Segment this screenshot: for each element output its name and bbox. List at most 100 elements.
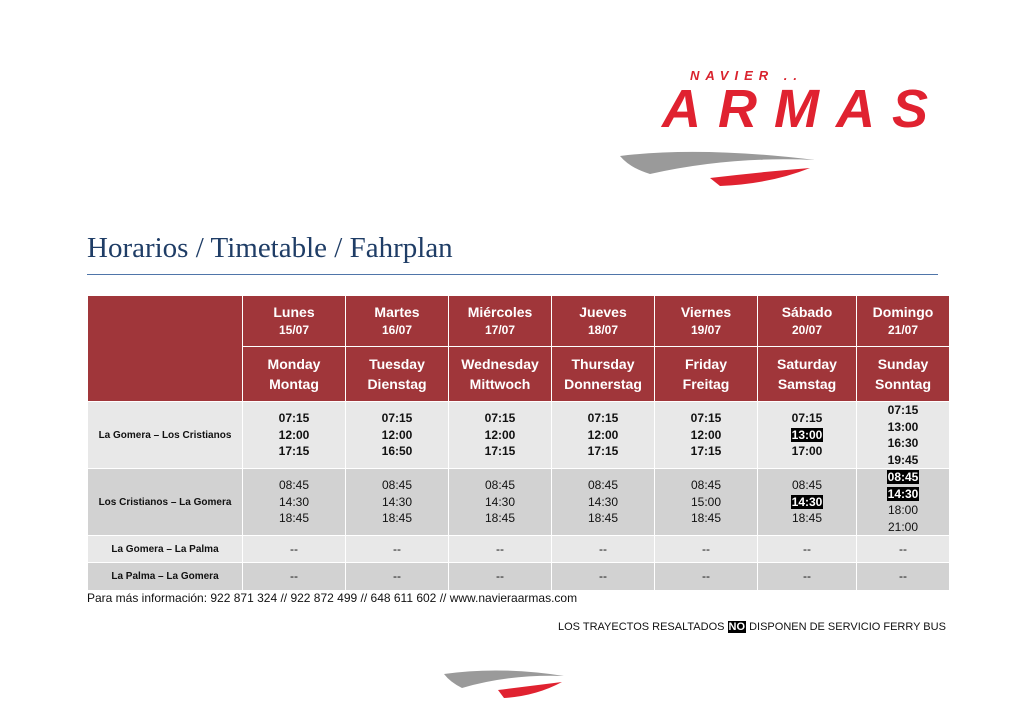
time-value: 08:45	[381, 478, 413, 493]
departure-time: 14:30	[346, 494, 448, 511]
day-header-en-de: Wednesday Mittwoch	[448, 346, 552, 402]
departure-time: 17:00	[758, 443, 856, 460]
time-value: 17:15	[484, 444, 516, 459]
departure-time: 13:00	[857, 419, 949, 436]
departure-time: 07:15	[449, 410, 551, 427]
departure-times-cell: --	[757, 535, 857, 563]
departure-time: --	[758, 541, 856, 558]
day-header-en-de: Tuesday Dienstag	[345, 346, 449, 402]
departure-time: 14:30	[552, 494, 654, 511]
time-value: 08:45	[587, 478, 619, 493]
day-name-de: Dienstag	[367, 376, 427, 392]
departure-time: 19:45	[857, 452, 949, 469]
time-value: 12:00	[484, 427, 516, 442]
departure-times-cell: 07:15 12:00 16:50	[345, 401, 449, 469]
contact-info: Para más información: 922 871 324 // 922…	[87, 591, 578, 605]
day-name-de: Sonntag	[875, 376, 931, 392]
departure-times-cell: --	[345, 562, 449, 591]
departure-times-cell: --	[448, 535, 552, 563]
departure-times-cell: --	[242, 562, 346, 591]
time-value: --	[393, 569, 401, 584]
day-name-de: Freitag	[682, 376, 730, 392]
departure-times-cell: 08:45 14:30 18:45	[551, 468, 655, 536]
highlighted-time: 14:30	[886, 486, 920, 501]
time-value: 16:30	[887, 436, 919, 450]
day-name-de: Donnerstag	[564, 376, 642, 392]
time-value: 07:15	[381, 411, 413, 426]
departure-time: 08:45	[655, 477, 757, 494]
departure-time: 18:45	[655, 510, 757, 527]
logo-swoosh-icon	[620, 151, 815, 186]
departure-time: 14:30	[857, 486, 949, 503]
departure-time: 07:15	[857, 402, 949, 419]
departure-times-cell: 08:45 14:30 18:45	[448, 468, 552, 536]
logo-navier-text: NAVIER ..	[690, 68, 803, 83]
departure-times-cell: 07:15 13:00 16:30 19:45	[856, 401, 950, 469]
departure-times-cell: --	[757, 562, 857, 591]
time-value: 12:00	[381, 427, 413, 442]
time-value: 19:45	[887, 452, 919, 467]
departure-time: 08:45	[346, 477, 448, 494]
day-name-es: Viernes	[680, 304, 732, 320]
time-value: 17:15	[690, 444, 722, 459]
time-value: 07:15	[587, 411, 619, 426]
departure-time: 17:15	[449, 443, 551, 460]
departure-time: --	[552, 568, 654, 585]
logo-armas-text: ARMAS	[662, 79, 945, 139]
departure-time: --	[243, 541, 345, 558]
departure-times-cell: --	[551, 562, 655, 591]
timetable: Lunes 15/07 Martes 16/07 Miércoles 17/07 Jueve…	[87, 295, 950, 591]
departure-time: --	[243, 568, 345, 585]
time-value: --	[496, 541, 504, 556]
day-name-es: Lunes	[273, 304, 315, 320]
day-header-en-de: Friday Freitag	[654, 346, 758, 402]
time-value: 13:00	[887, 419, 919, 434]
departure-times-cell: --	[856, 535, 950, 563]
day-date: 19/07	[690, 323, 722, 337]
departure-time: --	[552, 541, 654, 558]
departure-times-cell: --	[654, 535, 758, 563]
day-name-de: Mittwoch	[469, 376, 531, 392]
day-name-es: Jueves	[579, 304, 627, 320]
departure-time: 07:15	[552, 410, 654, 427]
time-value: 07:15	[791, 411, 823, 426]
departure-time: 15:00	[655, 494, 757, 511]
departure-time: 08:45	[552, 477, 654, 494]
day-date: 21/07	[887, 323, 919, 337]
time-value: 14:30	[278, 494, 310, 509]
time-value: --	[803, 569, 811, 584]
time-value: 07:15	[887, 403, 919, 417]
day-header-es: Sábado 20/07	[757, 295, 857, 347]
day-name-en: Thursday	[571, 356, 635, 372]
time-value: 12:00	[690, 427, 722, 442]
day-name-en: Sunday	[877, 356, 929, 372]
time-value: 18:45	[791, 511, 823, 526]
departure-time: 16:50	[346, 443, 448, 460]
departure-time: 12:00	[449, 427, 551, 444]
day-date: 15/07	[278, 323, 310, 337]
departure-times-cell: --	[654, 562, 758, 591]
route-row: La Gomera – Los Cristianos 07:15 12:00 17:1…	[87, 401, 950, 469]
title-divider	[87, 274, 938, 275]
highlighted-time: 14:30	[790, 494, 824, 509]
header-row-spanish: Lunes 15/07 Martes 16/07 Miércoles 17/07 Jueve…	[87, 295, 950, 402]
route-row: Los Cristianos – La Gomera 08:45 14:30 18:4…	[87, 468, 950, 536]
time-value: --	[290, 569, 298, 584]
day-name-es: Domingo	[872, 304, 934, 320]
departure-time: 08:45	[449, 477, 551, 494]
note-before: LOS TRAYECTOS RESALTADOS	[558, 621, 728, 633]
departure-time: --	[655, 541, 757, 558]
time-value: 08:45	[278, 478, 310, 493]
header-corner	[87, 295, 243, 402]
departure-time: 12:00	[243, 427, 345, 444]
departure-time: 21:00	[857, 519, 949, 536]
day-name-de: Montag	[269, 376, 319, 392]
departure-times-cell: --	[242, 535, 346, 563]
time-value: 16:50	[381, 444, 413, 459]
route-row: La Gomera – La Palma -- -- -- -- -- -- --	[87, 535, 950, 563]
departure-time: --	[449, 541, 551, 558]
departure-time: --	[655, 568, 757, 585]
day-header-es: Domingo 21/07	[856, 295, 950, 347]
departure-times-cell: 07:15 12:00 17:15	[551, 401, 655, 469]
day-name-de: Samstag	[777, 376, 837, 392]
